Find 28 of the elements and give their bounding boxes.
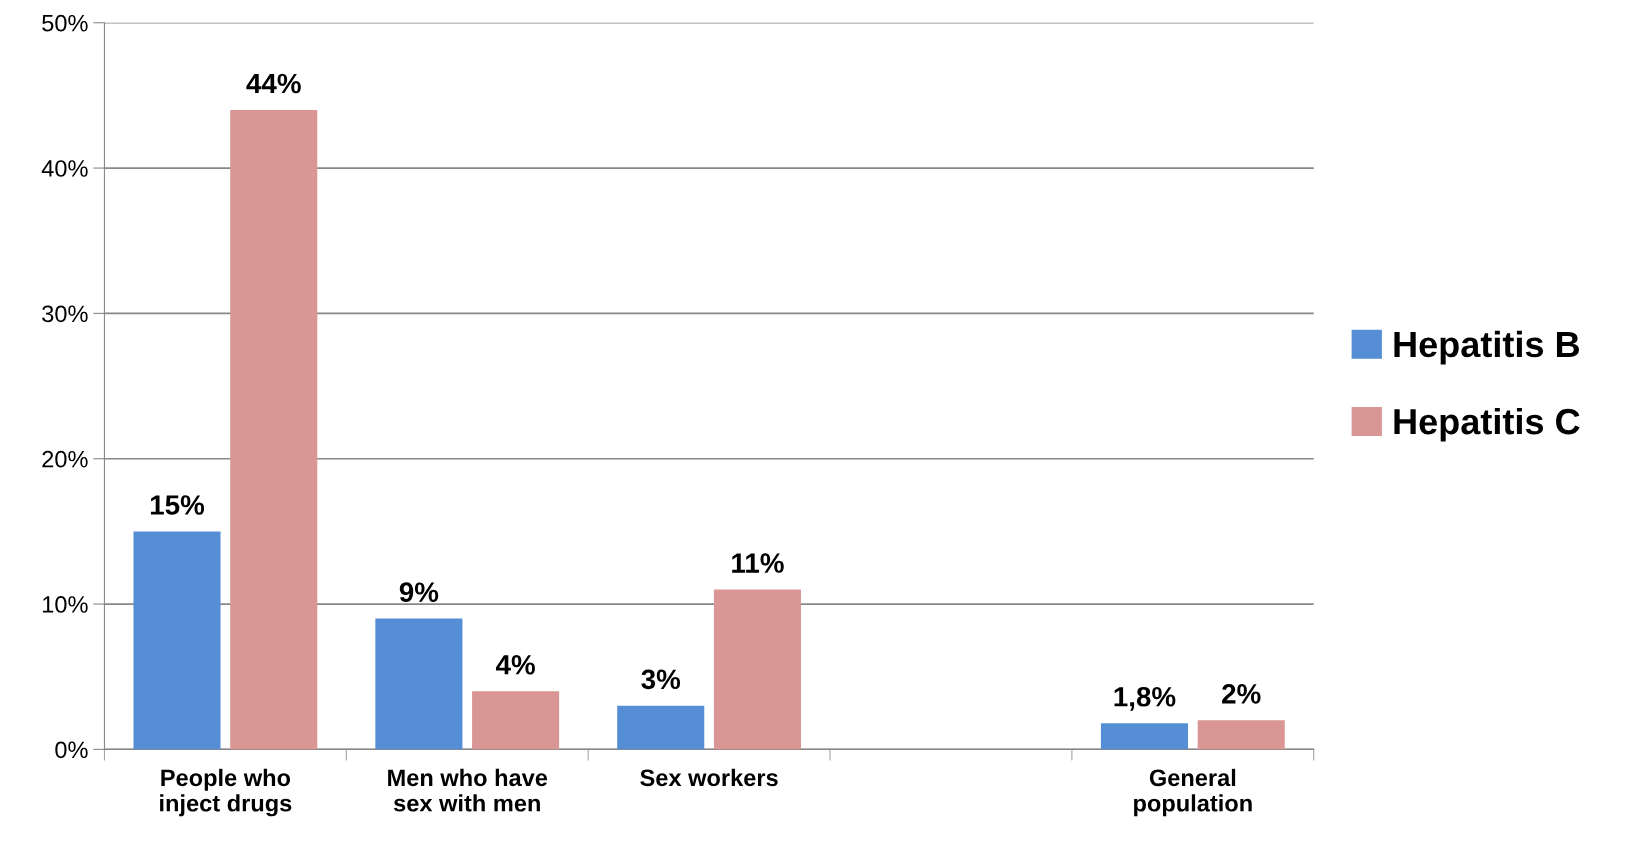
y-tick-label: 10% (43, 596, 88, 613)
x-tick-label: General population (1134, 768, 1252, 817)
y-tick-label: 20% (42, 450, 88, 468)
bar (713, 589, 802, 750)
bar (1197, 720, 1285, 750)
bar (1100, 723, 1188, 750)
legend-label: Hepatitis C (1394, 407, 1580, 442)
bar (472, 691, 560, 750)
bar (133, 531, 221, 750)
y-tick-label: 30% (42, 305, 88, 323)
data-label: 11% (732, 553, 784, 573)
data-label: 15% (150, 495, 205, 515)
y-tick-label: 50% (42, 14, 88, 32)
bar (617, 705, 705, 750)
bar (375, 618, 463, 750)
data-label: 9% (399, 582, 439, 602)
bar (230, 109, 318, 750)
x-tick-label: Men who have sex with men (388, 768, 548, 812)
data-label: 1,8% (1114, 686, 1176, 711)
y-tick-label: 0% (55, 741, 88, 759)
data-label: 4% (495, 655, 535, 675)
x-tick-label: Sex workers (640, 768, 778, 787)
legend-label: Hepatitis B (1394, 330, 1579, 365)
x-tick-label: People who inject drugs (160, 768, 292, 817)
y-tick-label: 40% (41, 160, 88, 177)
data-label: 2% (1222, 684, 1261, 704)
data-label: 44% (246, 73, 301, 94)
data-label: 3% (641, 669, 681, 690)
